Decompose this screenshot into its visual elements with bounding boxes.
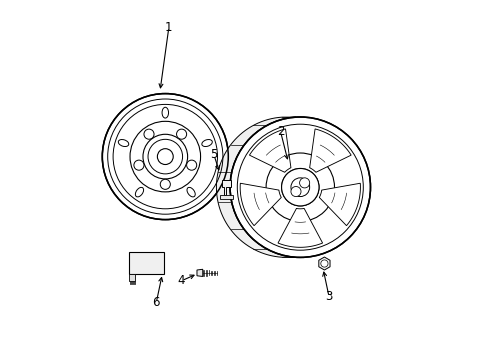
- Circle shape: [281, 168, 318, 206]
- Circle shape: [160, 179, 170, 189]
- Polygon shape: [128, 274, 135, 281]
- Text: 2: 2: [276, 125, 284, 138]
- Circle shape: [290, 186, 301, 197]
- Polygon shape: [249, 129, 290, 172]
- Circle shape: [157, 149, 173, 165]
- Polygon shape: [134, 281, 135, 284]
- Circle shape: [299, 178, 309, 188]
- Text: 3: 3: [325, 291, 332, 303]
- Circle shape: [281, 168, 318, 206]
- Polygon shape: [132, 281, 133, 284]
- Circle shape: [113, 104, 217, 209]
- Text: 4: 4: [177, 274, 185, 287]
- Polygon shape: [128, 252, 163, 274]
- Ellipse shape: [186, 187, 195, 197]
- Polygon shape: [222, 180, 231, 195]
- Polygon shape: [216, 117, 295, 257]
- Polygon shape: [197, 269, 203, 276]
- Ellipse shape: [135, 187, 143, 197]
- Circle shape: [320, 260, 327, 267]
- Circle shape: [142, 134, 187, 179]
- Circle shape: [300, 178, 310, 189]
- Polygon shape: [129, 281, 131, 284]
- Polygon shape: [319, 183, 360, 226]
- Circle shape: [230, 117, 370, 257]
- Ellipse shape: [162, 107, 168, 118]
- Polygon shape: [220, 195, 232, 199]
- Text: 6: 6: [152, 296, 160, 309]
- Circle shape: [134, 160, 143, 170]
- Polygon shape: [278, 208, 322, 247]
- Polygon shape: [318, 257, 329, 270]
- Ellipse shape: [118, 140, 128, 147]
- Ellipse shape: [202, 140, 212, 147]
- Circle shape: [176, 129, 186, 139]
- Polygon shape: [240, 183, 281, 226]
- Circle shape: [186, 160, 196, 170]
- Circle shape: [290, 178, 309, 197]
- Circle shape: [102, 94, 228, 220]
- Circle shape: [130, 121, 200, 192]
- Circle shape: [148, 139, 182, 174]
- Circle shape: [289, 186, 300, 197]
- Circle shape: [143, 129, 154, 139]
- Text: 1: 1: [165, 21, 172, 33]
- Circle shape: [290, 178, 309, 197]
- Polygon shape: [309, 129, 350, 172]
- Text: 5: 5: [210, 148, 217, 161]
